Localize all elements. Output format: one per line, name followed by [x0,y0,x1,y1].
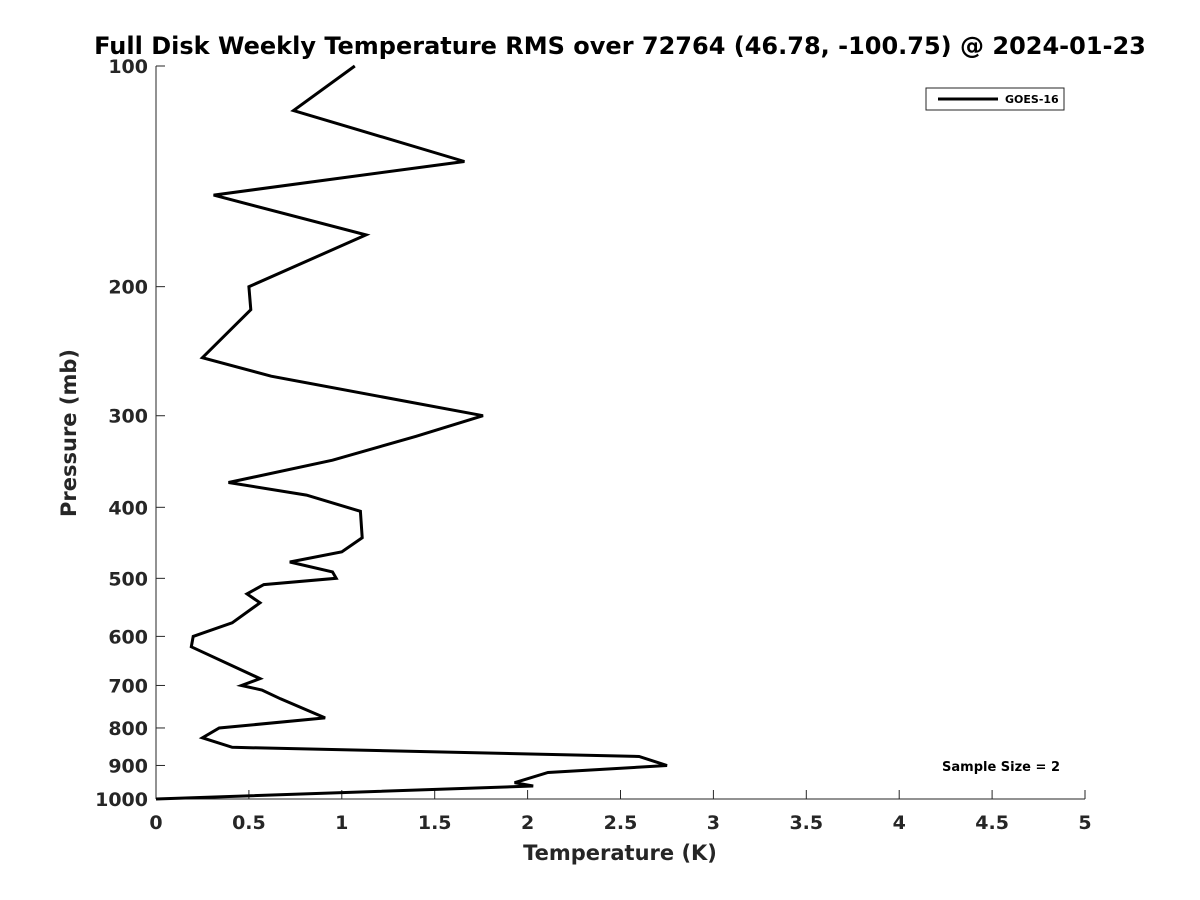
y-tick-label: 900 [108,755,148,777]
y-tick-label: 300 [108,406,148,428]
x-tick-label: 4 [893,812,906,834]
legend: GOES-16 [925,87,1065,111]
y-tick-label: 100 [108,56,148,78]
y-tick-label: 700 [108,675,148,697]
x-tick-label: 0 [149,812,162,834]
x-tick-label: 5 [1078,812,1091,834]
y-tick-label: 800 [108,718,148,740]
x-tick-label: 4.5 [975,812,1009,834]
x-tick-label: 1.5 [418,812,452,834]
x-tick-label: 2 [521,812,534,834]
x-axis-ticks: 0 0.5 1 1.5 2 2.5 3 3.5 4 4.5 5 [149,790,1092,834]
y-tick-label: 500 [108,568,148,590]
y-tick-label: 200 [108,277,148,299]
y-tick-label: 600 [108,626,148,648]
x-tick-label: 3.5 [789,812,823,834]
y-axis-label: Pressure (mb) [57,349,81,517]
y-tick-label: 400 [108,497,148,519]
legend-label-goes-16: GOES-16 [1005,93,1059,106]
x-tick-label: 1 [335,812,348,834]
x-tick-label: 2.5 [604,812,638,834]
x-tick-label: 0.5 [232,812,266,834]
chart-title: Full Disk Weekly Temperature RMS over 72… [94,32,1146,60]
y-axis-ticks: 100 200 300 400 500 600 700 800 900 1000 [95,56,165,811]
x-tick-label: 3 [707,812,720,834]
sample-size-annotation: Sample Size = 2 [942,760,1060,775]
y-tick-label: 1000 [95,789,148,811]
x-axis-label: Temperature (K) [523,841,717,865]
series-line-goes-16 [155,64,668,801]
plot-area [155,64,668,801]
